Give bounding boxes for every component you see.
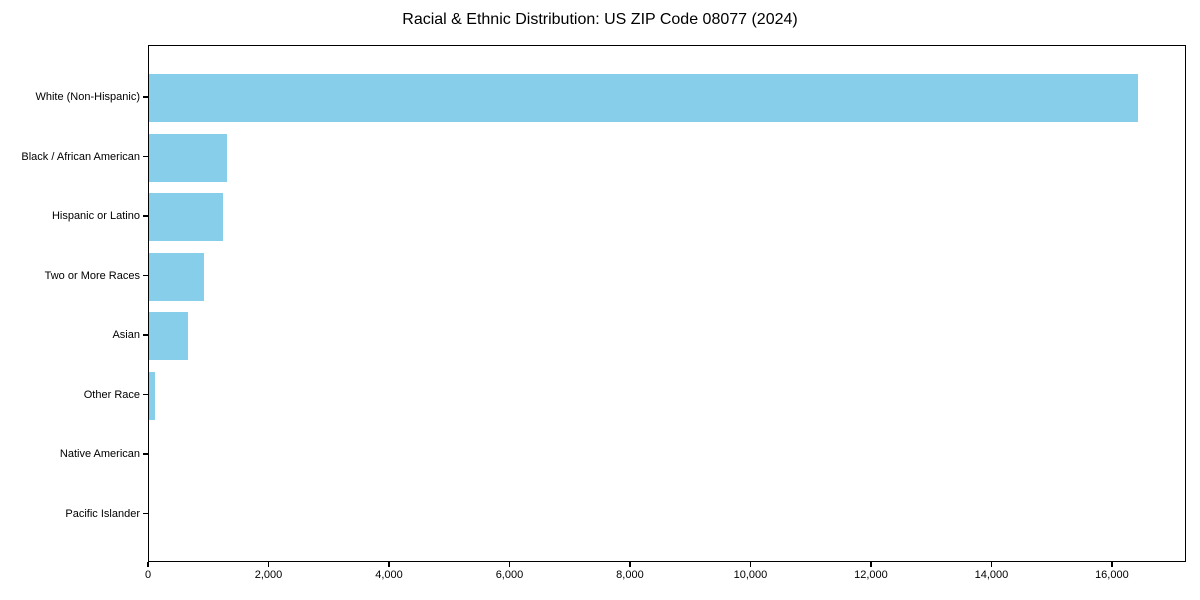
bar-two-or-more-races (149, 252, 204, 301)
x-tick-label: 16,000 (1095, 569, 1129, 581)
category-label: Two or More Races (44, 269, 140, 282)
plot-area (148, 45, 1186, 562)
y-tick-mark (143, 393, 148, 396)
x-tick-label: 4,000 (375, 569, 403, 581)
x-tick-label: 6,000 (495, 569, 524, 581)
y-tick-mark (143, 96, 148, 98)
y-tick-mark (143, 215, 148, 217)
category-label: Black / African American (21, 150, 140, 163)
y-axis-labels: White (Non-Hispanic) Black / African Amer… (0, 45, 140, 562)
category-label: Asian (112, 329, 140, 341)
y-tick-mark (143, 334, 148, 336)
category-label: White (Non-Hispanic) (35, 91, 140, 103)
bars-layer (149, 46, 1185, 561)
x-tick-label: 2,000 (254, 569, 283, 581)
category-label: Other Race (83, 388, 140, 401)
chart-title: Racial & Ethnic Distribution: US ZIP Cod… (402, 11, 798, 28)
x-tick-label: 14,000 (974, 569, 1009, 581)
y-tick-mark (143, 453, 148, 455)
bar-hispanic-or-latino (149, 193, 224, 241)
x-tick-mark (508, 562, 511, 567)
x-tick-mark (990, 562, 993, 567)
y-tick-mark (143, 512, 148, 515)
x-tick-mark (388, 562, 390, 567)
category-label: Pacific Islander (65, 507, 140, 520)
x-tick-label: 8,000 (616, 569, 644, 581)
bar-asian (149, 312, 189, 360)
x-tick-label: 0 (144, 569, 152, 581)
bar-white-non-hispanic (149, 74, 1139, 122)
y-tick-mark (143, 155, 148, 158)
x-tick-mark (147, 562, 149, 567)
bar-black-african-american (149, 133, 227, 182)
bar-other-race (149, 371, 156, 420)
x-tick-mark (1111, 562, 1113, 567)
category-label: Native American (59, 448, 140, 460)
category-label: Hispanic or Latino (51, 210, 140, 222)
x-tick-mark (870, 562, 872, 567)
x-tick-mark (749, 562, 752, 567)
x-tick-mark (267, 562, 270, 567)
x-tick-label: 10,000 (733, 569, 768, 581)
x-tick-label: 12,000 (854, 569, 888, 581)
x-tick-mark (629, 562, 631, 567)
y-tick-mark (143, 274, 148, 277)
